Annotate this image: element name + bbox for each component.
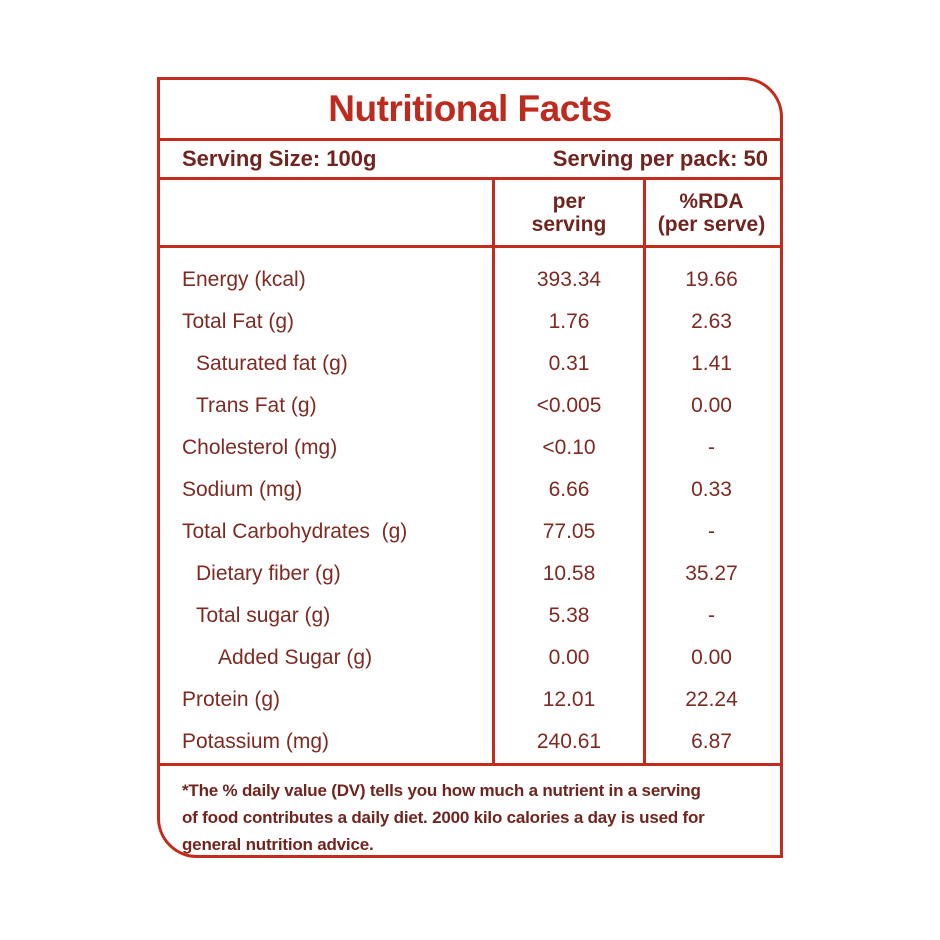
- nutrient-rows: Energy (kcal) 393.34 19.66 Total Fat (g) 1.7…: [160, 248, 780, 763]
- nutrient-label: Potassium (mg): [182, 730, 330, 753]
- footnote-line: of food contributes a daily diet. 2000 k…: [182, 808, 705, 827]
- per-serving-value: 240.61: [536, 730, 602, 753]
- per-serving-value: 6.66: [548, 478, 590, 501]
- table-row: Energy (kcal) 393.34 19.66: [160, 259, 780, 301]
- column-header-rda: %RDA (per serve): [643, 190, 780, 236]
- per-serving-value: 5.38: [548, 604, 590, 627]
- table-header-row: per serving %RDA (per serve): [160, 180, 780, 248]
- nutrient-label: Total Carbohydrates (g): [182, 520, 408, 543]
- per-serving-value: 1.76: [548, 310, 590, 333]
- table-row: Trans Fat (g) <0.005 0.00: [160, 385, 780, 427]
- nutrient-label: Added Sugar (g): [218, 646, 373, 669]
- footnote-line: general nutrition advice.: [182, 835, 374, 854]
- label-title: Nutritional Facts: [328, 88, 612, 129]
- per-serving-value: 0.00: [548, 646, 590, 669]
- serving-size: Serving Size: 100g: [182, 146, 377, 171]
- column-divider-1: [492, 180, 495, 763]
- per-serving-value: 77.05: [542, 520, 596, 543]
- column-header-rda-line2: (per serve): [657, 212, 766, 236]
- label-title-band: Nutritional Facts: [160, 80, 780, 141]
- footnote-line: *The % daily value (DV) tells you how mu…: [182, 781, 701, 800]
- nutrient-label: Cholesterol (mg): [182, 436, 338, 459]
- table-row: Saturated fat (g) 0.31 1.41: [160, 343, 780, 385]
- column-header-per-serving: per serving: [495, 190, 643, 236]
- table-row: Total Fat (g) 1.76 2.63: [160, 301, 780, 343]
- per-serving-value: 0.31: [548, 352, 590, 375]
- serving-per-pack: Serving per pack: 50: [552, 146, 768, 171]
- per-serving-value: <0.005: [536, 394, 602, 417]
- nutrient-label: Trans Fat (g): [196, 394, 317, 417]
- rda-value: 35.27: [685, 562, 738, 585]
- per-serving-value: <0.10: [542, 436, 596, 459]
- nutrient-label: Total sugar (g): [196, 604, 331, 627]
- rda-value: 1.41: [691, 352, 732, 375]
- nutrient-label: Dietary fiber (g): [196, 562, 341, 585]
- rda-value: 0.00: [691, 394, 732, 417]
- per-serving-value: 393.34: [536, 268, 602, 291]
- table-row: Total sugar (g) 5.38 -: [160, 595, 780, 637]
- column-header-per-serving-line2: serving: [531, 212, 607, 236]
- nutrient-table: per serving %RDA (per serve) Energy (kca…: [160, 180, 780, 766]
- per-serving-value: 10.58: [542, 562, 596, 585]
- rda-value: 0.33: [691, 478, 732, 501]
- rda-value: 22.24: [685, 688, 738, 711]
- rda-value: 0.00: [691, 646, 732, 669]
- column-header-rda-line1: %RDA: [679, 189, 744, 213]
- nutrient-label: Total Fat (g): [182, 310, 295, 333]
- nutrient-label: Protein (g): [182, 688, 281, 711]
- nutrition-label: Nutritional Facts Serving Size: 100g Ser…: [157, 77, 783, 858]
- rda-value: 6.87: [691, 730, 732, 753]
- nutrient-label: Saturated fat (g): [196, 352, 348, 375]
- table-row: Sodium (mg) 6.66 0.33: [160, 469, 780, 511]
- nutrient-label: Energy (kcal): [182, 268, 306, 291]
- column-divider-2: [643, 180, 646, 763]
- table-row: Dietary fiber (g) 10.58 35.27: [160, 553, 780, 595]
- serving-info-band: Serving Size: 100g Serving per pack: 50: [160, 141, 780, 180]
- table-row: Potassium (mg) 240.61 6.87: [160, 721, 780, 763]
- table-row: Protein (g) 12.01 22.24: [160, 679, 780, 721]
- rda-value: -: [708, 520, 715, 543]
- nutrient-label: Sodium (mg): [182, 478, 303, 501]
- table-row: Added Sugar (g) 0.00 0.00: [160, 637, 780, 679]
- column-header-per-serving-line1: per: [552, 189, 586, 213]
- rda-value: 19.66: [685, 268, 738, 291]
- rda-value: -: [708, 436, 715, 459]
- table-row: Total Carbohydrates (g) 77.05 -: [160, 511, 780, 553]
- per-serving-value: 12.01: [542, 688, 596, 711]
- rda-value: -: [708, 604, 715, 627]
- footnote: *The % daily value (DV) tells you how mu…: [160, 766, 780, 855]
- table-row: Cholesterol (mg) <0.10 -: [160, 427, 780, 469]
- rda-value: 2.63: [691, 310, 732, 333]
